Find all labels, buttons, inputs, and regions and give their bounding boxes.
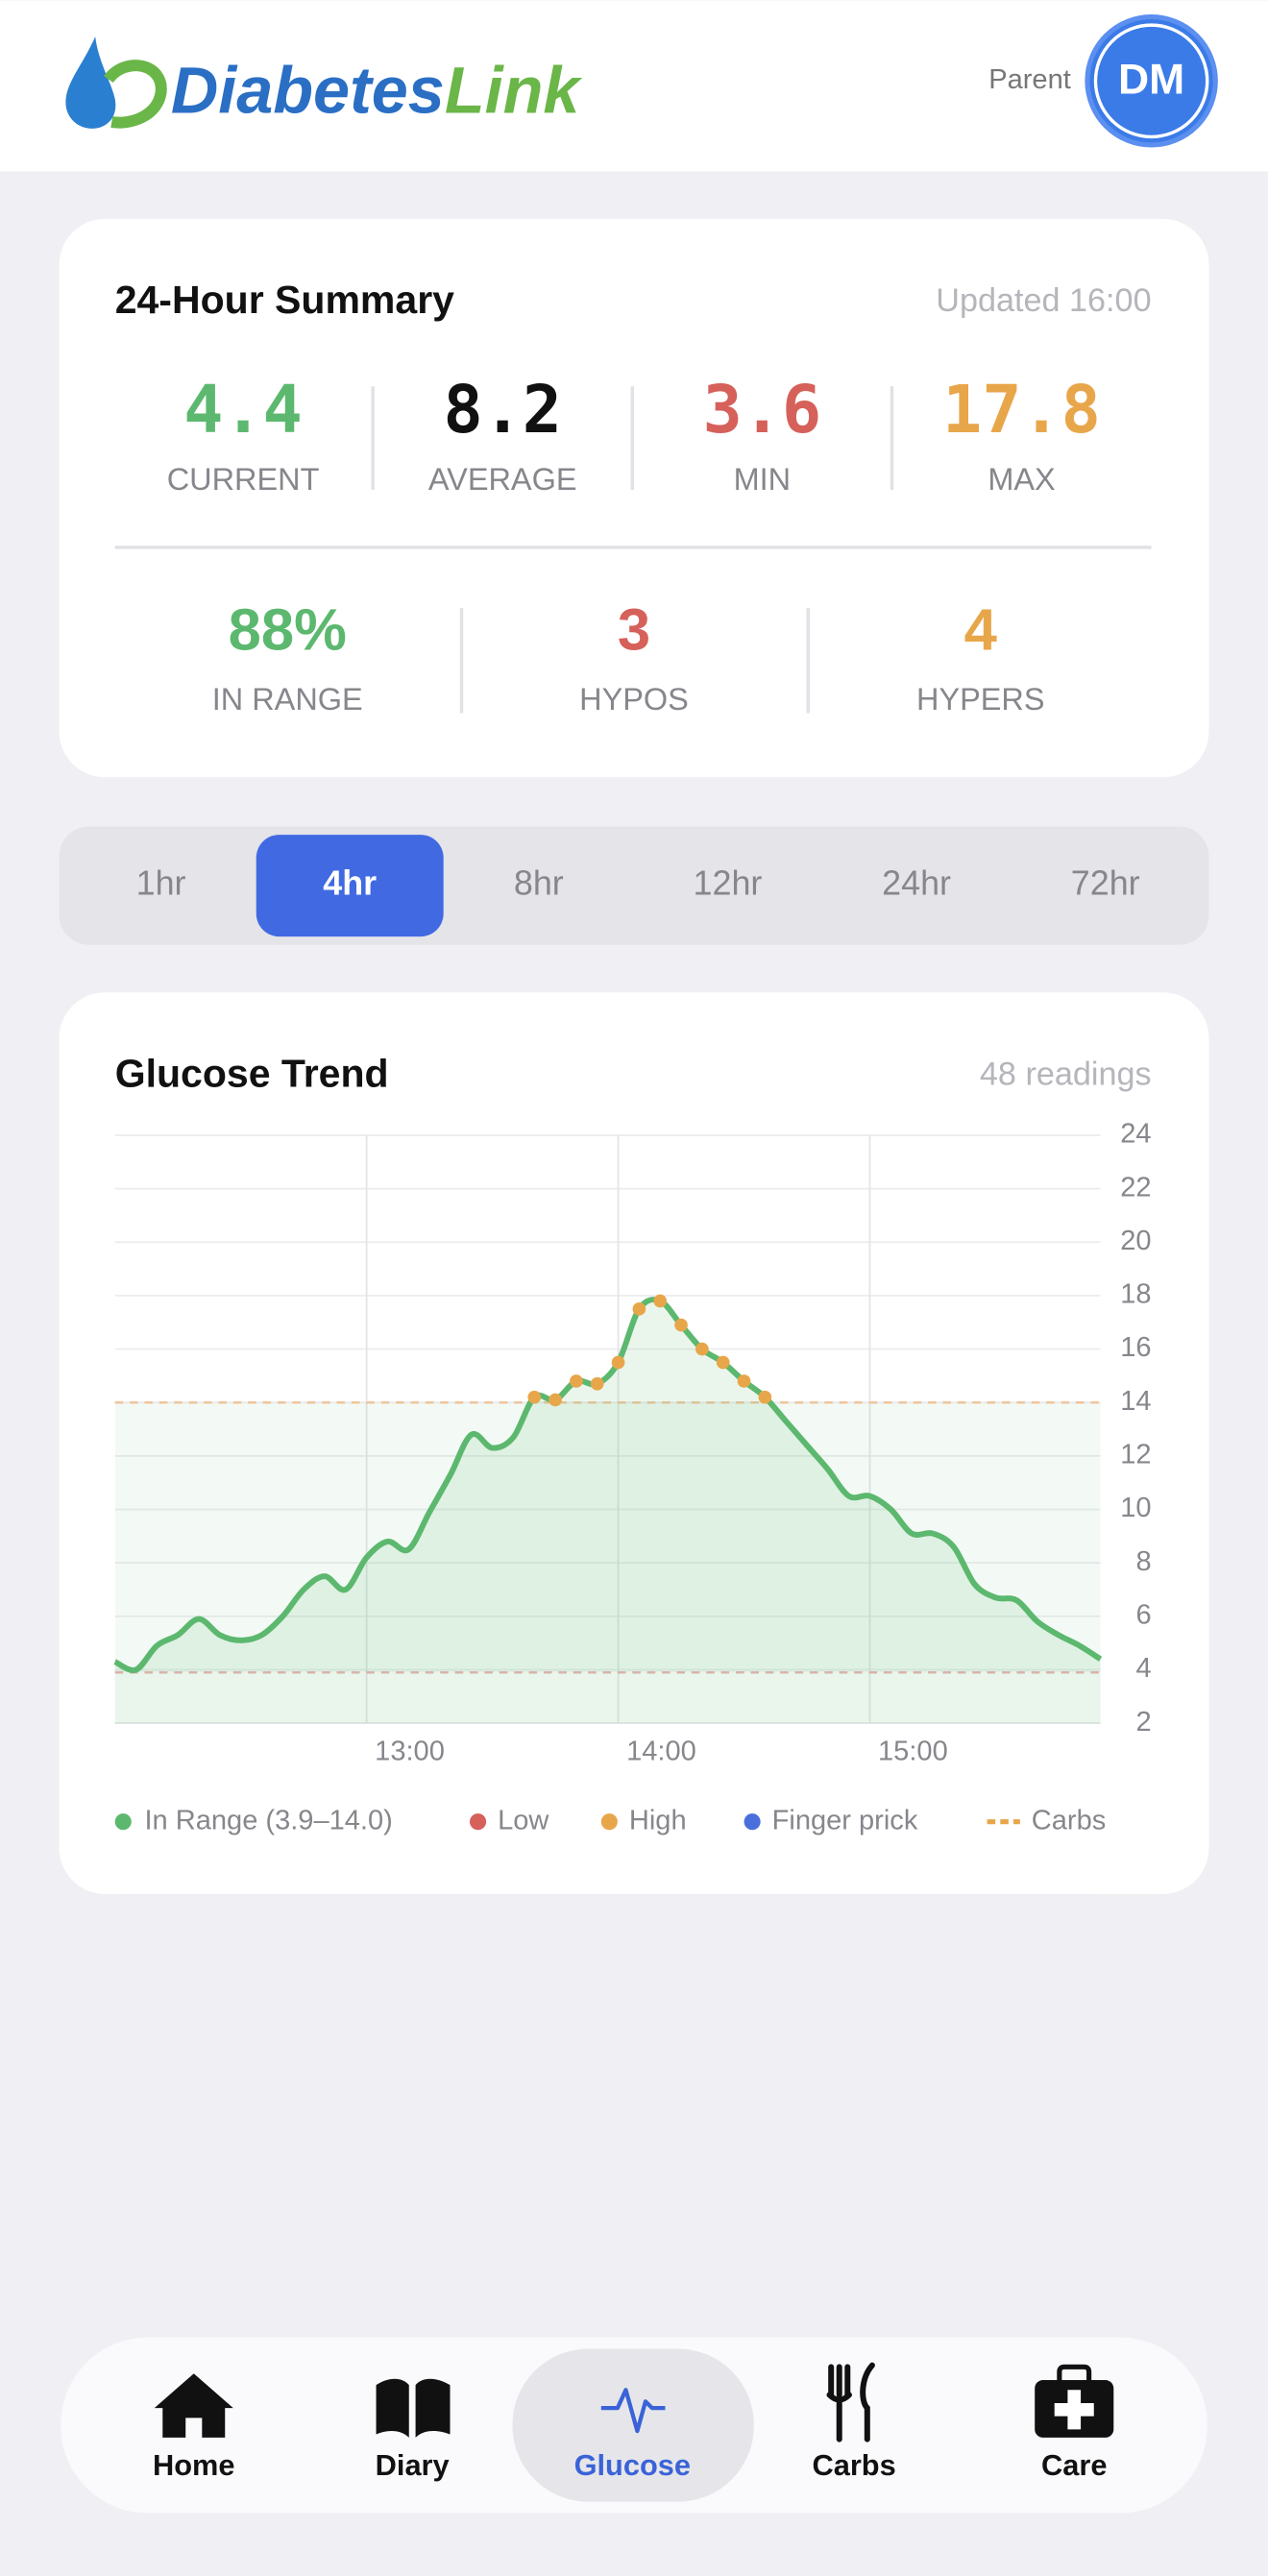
stat-value: 8.2 [443,373,562,449]
avatar[interactable] [1085,14,1218,148]
range-tab[interactable]: 4hr [323,864,377,903]
nav-label[interactable]: Care [1041,2448,1107,2482]
stat-label: CURRENT [167,462,320,497]
legend-marker [600,1813,618,1831]
nav-label[interactable]: Carbs [813,2448,896,2482]
legend-label: Carbs [1032,1805,1106,1835]
legend-label: In Range (3.9–14.0) [144,1805,392,1835]
nav-item-active[interactable] [512,2348,754,2502]
count-label: IN RANGE [212,682,363,717]
diary-icon [376,2378,451,2438]
care-handle [1057,2364,1092,2381]
nav-items: Home Diary Glucose Carbs Care [153,2348,1107,2502]
nav-label[interactable]: Home [153,2448,234,2482]
range-tab[interactable]: 72hr [1071,864,1140,903]
range-tab[interactable]: 1hr [136,864,186,903]
count-label: HYPERS [916,682,1045,717]
reading-point [632,1302,646,1316]
y-tick-label: 10 [1120,1493,1151,1523]
reading-point [570,1374,583,1388]
y-tick-label: 6 [1135,1599,1151,1630]
reading-point [674,1318,688,1332]
stat-value: 3.6 [703,373,822,449]
stat-value: 17.8 [942,373,1101,449]
glucose-icon [600,2388,666,2434]
reading-point [758,1390,772,1404]
range-tab-list: 1hr 4hr 8hr 12hr 24hr 72hr [136,835,1140,937]
y-tick-label: 8 [1135,1546,1151,1577]
role-label: Parent [988,64,1071,95]
legend-label: Finger prick [772,1805,918,1835]
legend-marker [470,1813,487,1831]
chart-title: Glucose Trend [115,1051,389,1095]
home-icon [154,2373,233,2438]
range-tabs [59,826,1209,945]
y-tick-label: 12 [1120,1440,1151,1470]
x-tick-label: 15:00 [878,1737,948,1767]
logo-text: DiabetesLink [171,55,583,128]
reading-point [653,1294,668,1308]
line [113,1297,1103,1673]
avatar-initials: DM [1118,57,1184,104]
reading-point [695,1342,709,1356]
count-value: 4 [964,597,997,664]
legend-label: Low [498,1805,549,1835]
stat-label: MAX [988,462,1055,497]
x-tick-label: 14:00 [626,1737,696,1767]
y-tick-label: 22 [1120,1172,1151,1203]
y-tick-label: 18 [1120,1279,1151,1310]
reading-point [590,1376,604,1391]
range-tab[interactable]: 12hr [694,864,763,903]
updated-time: Updated 16:00 [936,282,1151,319]
chart-subtitle: 48 readings [980,1056,1152,1092]
logo[interactable]: DiabetesLink [65,36,582,129]
summary-card [59,218,1209,778]
y-tick-label: 14 [1120,1386,1151,1417]
range-tab-active[interactable] [256,835,444,937]
reading-point [527,1390,542,1404]
count-value: 88% [229,597,347,664]
summary-title: 24-Hour Summary [115,278,454,322]
y-tick-label: 20 [1120,1226,1151,1256]
stat-label: MIN [734,462,792,497]
care-cross [1054,2390,1094,2430]
stat-label: AVERAGE [428,462,577,497]
y-tick-label: 4 [1135,1653,1151,1684]
reading-point [611,1355,625,1370]
legend-marker [114,1813,132,1831]
logo-secondary: Link [445,55,583,128]
logo-primary: Diabetes [171,55,445,128]
reading-point [716,1355,730,1370]
reading-point [549,1393,562,1407]
y-tick-label: 16 [1120,1332,1151,1363]
y-tick-label: 24 [1120,1119,1151,1150]
stat-value: 4.4 [183,373,303,449]
header [0,0,1268,172]
count-value: 3 [618,597,650,664]
logo-drop [65,36,116,129]
chart-card [59,992,1209,1894]
count-label: HYPOS [579,682,689,717]
avatar-ring [1093,23,1209,139]
y-tick-label: 2 [1135,1707,1151,1738]
x-tick-label: 13:00 [375,1737,445,1767]
summary-stats: 4.4 CURRENT 8.2 AVERAGE 3.6 MIN 17.8 MAX 88% IN R… [167,373,1101,717]
nav-label[interactable]: Diary [376,2448,450,2482]
reading-point [737,1374,751,1388]
logo-link [103,60,167,129]
carbs-icon [826,2362,875,2442]
nav-icons [154,2362,1114,2442]
legend-label: High [629,1805,687,1835]
legend-marker [744,1813,761,1831]
range-tab[interactable]: 24hr [882,864,951,903]
range-tab[interactable]: 8hr [514,864,564,903]
nav-label[interactable]: Glucose [574,2448,691,2482]
area [114,1300,1101,1724]
